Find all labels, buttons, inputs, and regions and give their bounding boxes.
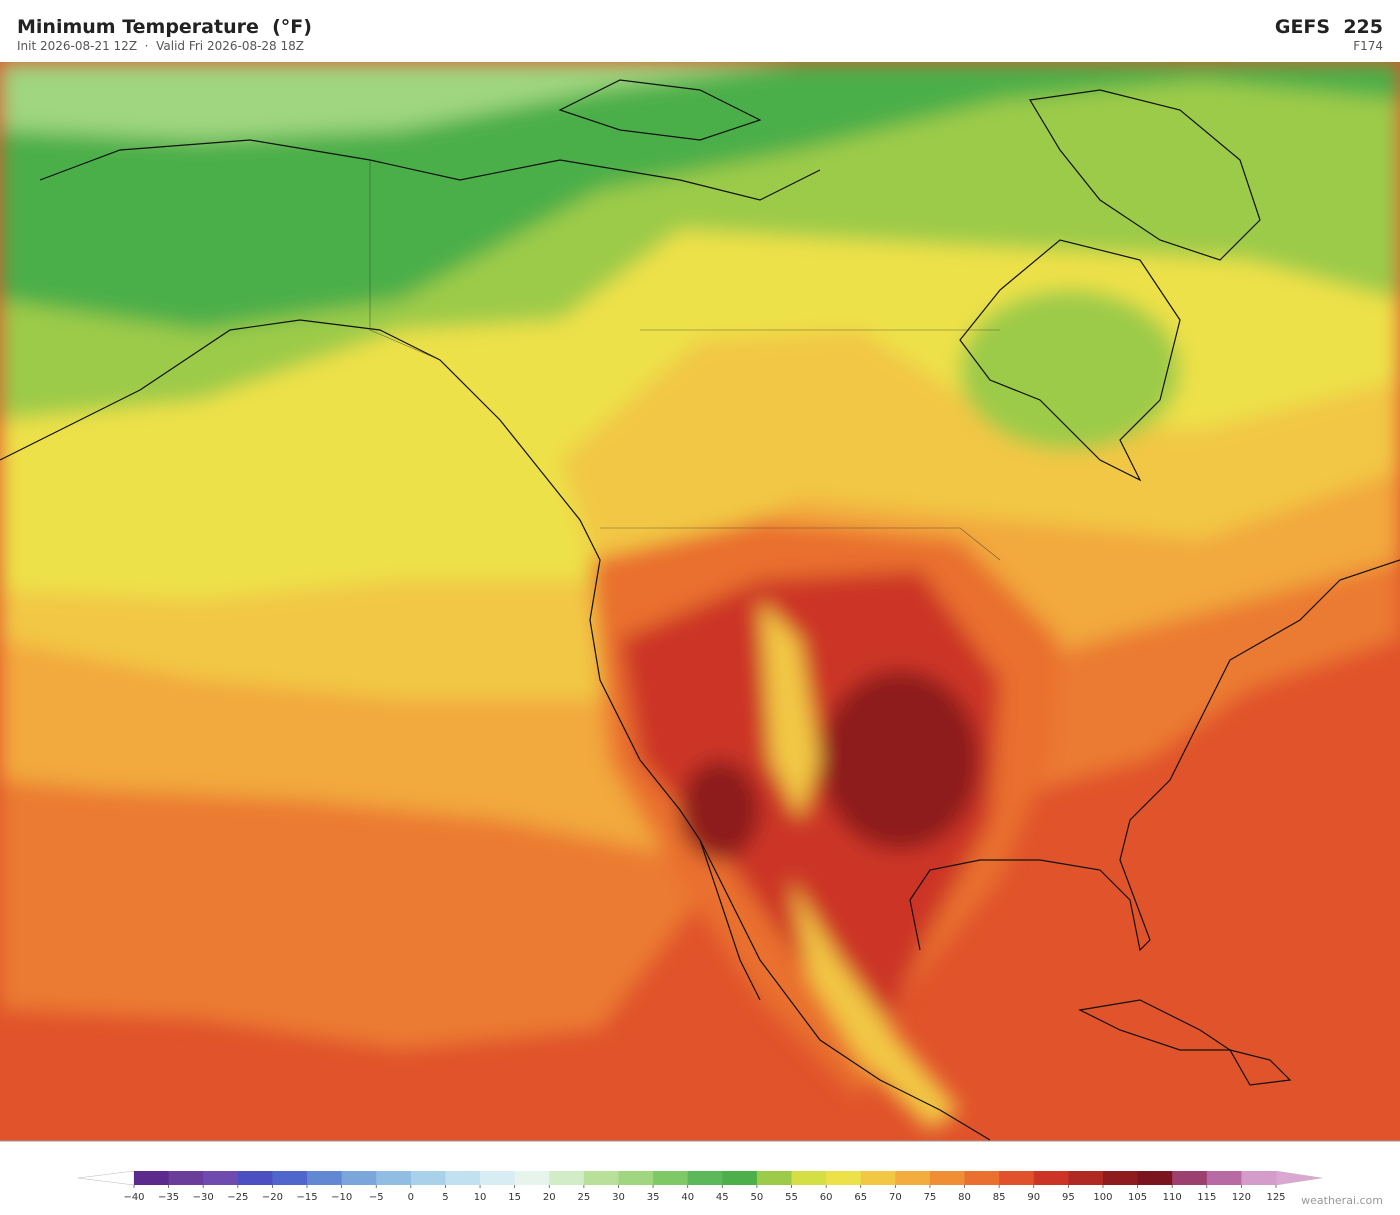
map-subtitle: Init 2026-08-21 12Z · Valid Fri 2026-08-… xyxy=(17,39,304,53)
colorbar-bin xyxy=(272,1171,308,1185)
colorbar-bin xyxy=(1137,1171,1173,1185)
colorbar-tick-label: −40 xyxy=(123,1192,144,1203)
colorbar-tick-label: 45 xyxy=(716,1192,729,1203)
colorbar-tick-label: 25 xyxy=(578,1192,591,1203)
coastlines xyxy=(0,79,1400,1141)
colorbar-tick-label: −35 xyxy=(158,1192,179,1203)
borders xyxy=(369,160,1001,561)
colorbar-tick-label: 15 xyxy=(508,1192,521,1203)
colorbar-tick-label: 105 xyxy=(1128,1192,1147,1203)
colorbar-bin xyxy=(583,1171,619,1185)
colorbar-tick-label: −15 xyxy=(296,1192,317,1203)
colorbar-tick-label: 5 xyxy=(442,1192,448,1203)
colorbar-tick-label: 100 xyxy=(1093,1192,1112,1203)
colorbar-tick-label: 110 xyxy=(1163,1192,1182,1203)
colorbar-bin xyxy=(445,1171,481,1185)
colorbar-tick-label: 65 xyxy=(854,1192,867,1203)
colorbar-bin xyxy=(1068,1171,1104,1185)
colorbar-bin xyxy=(376,1171,412,1185)
colorbar-tick-label: 55 xyxy=(785,1192,798,1203)
colorbar-bin xyxy=(480,1171,516,1185)
colorbar-bin xyxy=(1033,1171,1069,1185)
temperature-field xyxy=(0,62,1400,1141)
colorbar-tick-label: −10 xyxy=(331,1192,352,1203)
model-label: GEFS 225 xyxy=(1274,16,1383,38)
colorbar-bin xyxy=(549,1171,585,1185)
colorbar-bin xyxy=(134,1171,170,1185)
colorbar-tick-label: 30 xyxy=(612,1192,625,1203)
colorbar-bin xyxy=(203,1171,239,1185)
colorbar-tick-label: −30 xyxy=(193,1192,214,1203)
colorbar-tick-label: 80 xyxy=(958,1192,971,1203)
colorbar-tick-label: 115 xyxy=(1197,1192,1216,1203)
colorbar-under xyxy=(77,1170,135,1186)
colorbar-bin xyxy=(168,1171,204,1185)
colorbar-tick-label: 20 xyxy=(543,1192,556,1203)
colorbar-tick-label: −25 xyxy=(227,1192,248,1203)
colorbar-bin xyxy=(1172,1171,1208,1185)
colorbar-bin xyxy=(826,1171,862,1185)
colorbar-bin xyxy=(929,1171,966,1185)
colorbar-tick-label: 10 xyxy=(474,1192,487,1203)
colorbar-bin xyxy=(999,1171,1035,1185)
colorbar-bin xyxy=(237,1171,273,1185)
colorbar-bin xyxy=(756,1171,793,1185)
colorbar-bin xyxy=(1206,1171,1242,1185)
colorbar-tick-label: 85 xyxy=(993,1192,1006,1203)
colorbar-tick-label: 35 xyxy=(647,1192,660,1203)
watermark: weatherai.com xyxy=(1301,1194,1383,1207)
colorbar-bin xyxy=(791,1171,827,1185)
colorbar-bin xyxy=(618,1171,654,1185)
colorbar-tick-label: 120 xyxy=(1232,1192,1251,1203)
colorbar-bin xyxy=(895,1171,931,1185)
colorbar-bin xyxy=(653,1171,689,1185)
colorbar-bin xyxy=(410,1171,446,1185)
colorbar-tick-label: 75 xyxy=(924,1192,937,1203)
colorbar-bin xyxy=(514,1171,550,1185)
colorbar-tick-label: 0 xyxy=(408,1192,414,1203)
colorbar-bin xyxy=(1102,1171,1139,1185)
colorbar-bin xyxy=(964,1171,1000,1185)
colorbar-tick-label: 95 xyxy=(1062,1192,1075,1203)
colorbar-bin xyxy=(860,1171,896,1185)
colorbar-bin xyxy=(1241,1171,1277,1185)
colorbar-tick-label: 50 xyxy=(751,1192,764,1203)
colorbar-bin xyxy=(307,1171,343,1185)
colorbar-tick-label: −20 xyxy=(262,1192,283,1203)
colorbar-tick-label: 70 xyxy=(889,1192,902,1203)
colorbar-tick-label: 60 xyxy=(820,1192,833,1203)
colorbar-bin xyxy=(341,1171,377,1185)
map-title: Minimum Temperature (°F) xyxy=(17,16,312,38)
colorbar-tick-label: −5 xyxy=(369,1192,384,1203)
colorbar-bin xyxy=(687,1171,723,1185)
colorbar-tick-label: 90 xyxy=(1027,1192,1040,1203)
forecast-hour: F174 xyxy=(1353,39,1383,53)
colorbar-tick-label: 40 xyxy=(681,1192,694,1203)
colorbar-bin xyxy=(722,1171,758,1185)
colorbar-tick-label: 125 xyxy=(1266,1192,1285,1203)
colorbar-over xyxy=(1275,1170,1323,1186)
